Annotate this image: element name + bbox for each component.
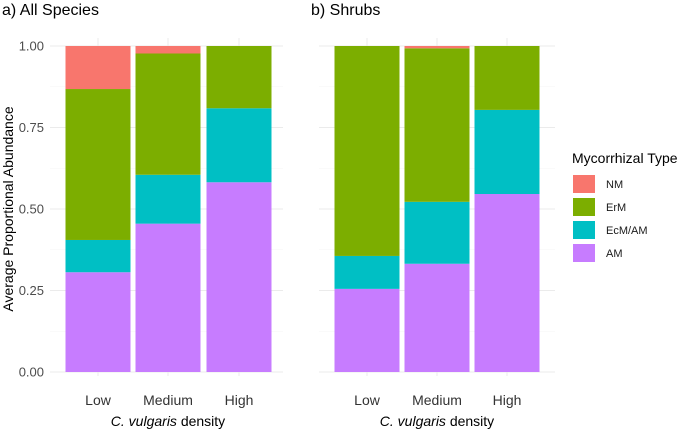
y-tick-label: 0.50 bbox=[19, 202, 44, 217]
x-tick-label-medium: Medium bbox=[143, 392, 193, 408]
y-tick-label: 1.00 bbox=[19, 39, 44, 54]
bar-low-am bbox=[334, 288, 400, 372]
x-tick-label-low: Low bbox=[354, 392, 381, 408]
legend-label-erm: ErM bbox=[606, 202, 626, 214]
bar-high-am bbox=[474, 194, 540, 372]
x-axis-label-plain: density bbox=[446, 413, 494, 429]
bar-low-erm bbox=[334, 46, 400, 256]
legend-label-nm: NM bbox=[606, 179, 623, 191]
bar-high-erm bbox=[474, 46, 540, 110]
bar-medium-ecm-am bbox=[135, 174, 201, 224]
panel-b-x-axis-label: C. vulgaris density bbox=[380, 413, 494, 429]
legend-swatch-ecm-am bbox=[573, 221, 595, 239]
legend: Mycorrhizal Type NM ErM EcM/AM AM bbox=[572, 150, 678, 262]
legend-swatch-nm bbox=[573, 175, 595, 193]
legend-title: Mycorrhizal Type bbox=[572, 150, 678, 166]
x-tick-label-low: Low bbox=[85, 392, 112, 408]
bar-medium-am bbox=[135, 223, 201, 372]
bar-low-erm bbox=[65, 89, 131, 240]
panel-b-x-ticks: Low Medium High bbox=[354, 392, 521, 408]
y-axis-ticks: 0.00 0.25 0.50 0.75 1.00 bbox=[19, 39, 44, 380]
panel-a-x-ticks: Low Medium High bbox=[85, 392, 253, 408]
legend-swatch-erm bbox=[573, 198, 595, 216]
panel-a-title: a) All Species bbox=[2, 2, 99, 19]
bar-high-ecm-am bbox=[474, 109, 540, 195]
bar-medium-nm bbox=[135, 46, 201, 54]
bar-low-nm bbox=[65, 46, 131, 90]
panel-b-bars bbox=[334, 46, 540, 372]
y-tick-label: 0.25 bbox=[19, 283, 44, 298]
bar-low-ecm-am bbox=[334, 255, 400, 289]
bar-low-am bbox=[65, 272, 131, 372]
bar-high-ecm-am bbox=[206, 108, 272, 183]
x-axis-label-italic: C. vulgaris bbox=[380, 413, 446, 429]
bar-medium-am bbox=[404, 263, 470, 372]
y-axis-label: Average Proportional Abundance bbox=[0, 106, 16, 311]
legend-label-am: AM bbox=[606, 248, 623, 260]
x-axis-label-italic: C. vulgaris bbox=[111, 413, 177, 429]
bar-medium-ecm-am bbox=[404, 201, 470, 264]
bar-medium-nm bbox=[404, 46, 470, 49]
x-axis-label-plain: density bbox=[177, 413, 225, 429]
legend-items: NM ErM EcM/AM AM bbox=[573, 175, 648, 262]
panel-a: a) All Species 0.00 0.25 0.50 0.75 1.00 Low M… bbox=[2, 2, 283, 429]
bar-low-ecm-am bbox=[65, 239, 131, 273]
panel-a-bars bbox=[65, 46, 272, 372]
panel-b-title: b) Shrubs bbox=[311, 2, 380, 19]
y-tick-label: 0.00 bbox=[19, 365, 44, 380]
legend-swatch-am bbox=[573, 244, 595, 262]
legend-label-ecm-am: EcM/AM bbox=[606, 225, 648, 237]
bar-medium-erm bbox=[135, 53, 201, 175]
bar-medium-erm bbox=[404, 48, 470, 202]
bar-high-am bbox=[206, 182, 272, 372]
x-tick-label-high: High bbox=[493, 392, 522, 408]
y-tick-label: 0.75 bbox=[19, 120, 44, 135]
x-tick-label-high: High bbox=[225, 392, 254, 408]
x-tick-label-medium: Medium bbox=[412, 392, 462, 408]
bar-high-erm bbox=[206, 46, 272, 109]
panel-b: b) Shrubs Low Medium High C. vulgaris dens… bbox=[311, 2, 555, 429]
panel-a-x-axis-label: C. vulgaris density bbox=[111, 413, 225, 429]
